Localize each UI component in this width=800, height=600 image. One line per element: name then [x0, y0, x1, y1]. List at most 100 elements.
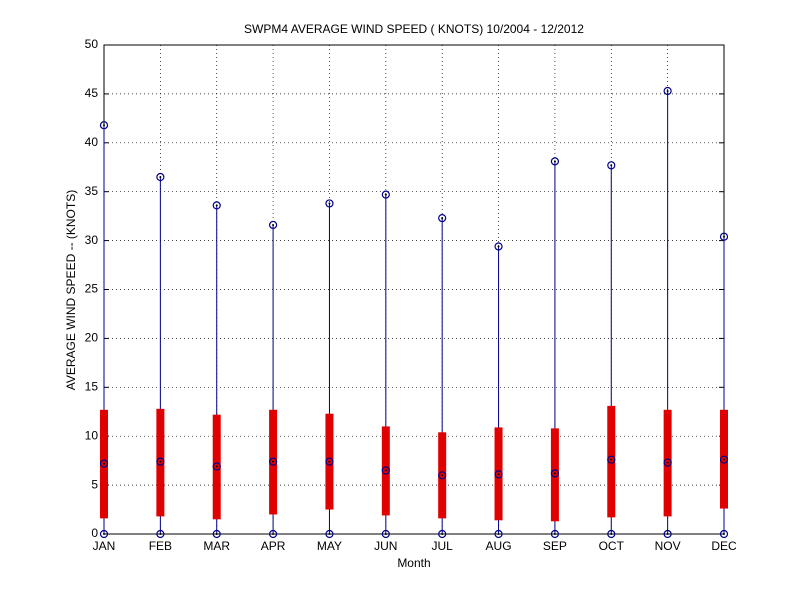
y-tick-label: 20 [85, 331, 99, 345]
marker [607, 455, 616, 464]
y-tick-label: 10 [85, 428, 99, 442]
marker-part [663, 458, 672, 467]
marker [325, 457, 334, 466]
marker-part [719, 455, 729, 464]
marker [156, 457, 165, 466]
marker [663, 529, 672, 539]
marker [438, 529, 447, 539]
marker [212, 201, 221, 210]
marker-part [268, 529, 278, 539]
marker [268, 457, 278, 466]
marker [381, 529, 390, 539]
marker [268, 220, 278, 230]
marker-part [438, 529, 447, 539]
marker [494, 242, 503, 251]
marker-part [607, 455, 616, 464]
marker-part [212, 529, 221, 539]
marker-part [103, 533, 105, 535]
x-tick-label: AUG [486, 539, 512, 553]
marker-part [384, 533, 387, 535]
y-tick-label: 45 [85, 86, 99, 100]
x-tick-label: OCT [599, 539, 625, 553]
marker-part [553, 160, 556, 163]
marker [99, 529, 109, 539]
marker-part [212, 462, 221, 471]
marker [325, 529, 334, 539]
marker-part [99, 459, 109, 468]
marker [438, 214, 447, 223]
marker-part [212, 201, 221, 210]
marker-part [610, 533, 613, 535]
y-tick-label: 25 [85, 282, 99, 296]
marker-part [156, 457, 165, 466]
y-tick-label: 40 [85, 135, 99, 149]
marker [212, 529, 221, 539]
marker [99, 459, 109, 468]
marker-part [550, 157, 560, 166]
range-bar [550, 428, 559, 522]
marker-part [438, 214, 447, 223]
marker-part [663, 529, 672, 539]
marker-part [215, 204, 218, 207]
marker [494, 529, 503, 539]
x-tick-label: JUN [374, 539, 397, 553]
marker [494, 470, 503, 479]
x-tick-label: FEB [149, 539, 172, 553]
y-tick-label: 5 [91, 477, 98, 491]
marker-part [159, 533, 162, 535]
marker-part [610, 164, 613, 167]
marker [719, 232, 729, 241]
marker-part [328, 202, 331, 205]
marker-part [381, 529, 390, 539]
marker [268, 529, 278, 539]
marker-part [325, 457, 334, 466]
marker-part [272, 223, 275, 226]
marker [99, 121, 109, 130]
y-tick-label: 0 [91, 526, 98, 540]
marker-part [156, 172, 165, 182]
marker-part [666, 461, 669, 464]
marker [663, 86, 672, 96]
marker-part [441, 474, 444, 477]
x-tick-label: JUL [432, 539, 454, 553]
range-bar [607, 405, 616, 518]
marker-part [666, 89, 669, 92]
marker-part [607, 161, 616, 170]
marker-part [156, 529, 165, 539]
x-tick-label: NOV [655, 539, 681, 553]
marker [381, 466, 390, 475]
marker [719, 529, 729, 539]
marker-part [719, 529, 729, 539]
marker [550, 529, 560, 539]
marker-part [268, 457, 278, 466]
marker-part [384, 193, 387, 196]
marker [325, 199, 334, 208]
marker-part [99, 121, 109, 130]
x-axis-label: Month [397, 556, 430, 570]
marker-part [159, 460, 162, 463]
marker-part [553, 533, 556, 535]
y-tick-label: 30 [85, 233, 99, 247]
x-tick-label: DEC [711, 539, 737, 553]
marker-part [497, 473, 500, 476]
marker-part [325, 529, 334, 539]
marker-part [215, 533, 218, 535]
marker-part [441, 533, 444, 535]
marker-part [719, 232, 729, 241]
marker-part [438, 471, 447, 480]
marker-part [607, 529, 616, 539]
marker-part [215, 465, 218, 468]
marker-part [272, 533, 275, 535]
marker [607, 529, 616, 539]
marker-part [553, 472, 556, 475]
marker-part [494, 529, 503, 539]
y-tick-label: 50 [85, 37, 99, 51]
marker-part [325, 199, 334, 208]
marker-part [159, 176, 162, 179]
marker [550, 469, 560, 478]
marker-part [384, 469, 387, 472]
y-tick-label: 15 [85, 379, 99, 393]
marker [719, 455, 729, 464]
